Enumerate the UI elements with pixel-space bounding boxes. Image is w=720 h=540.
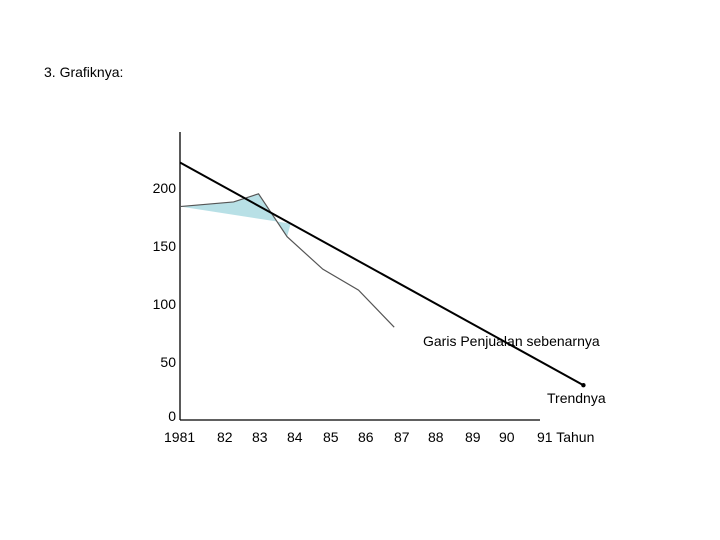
- trend-line: [179, 161, 584, 387]
- y-tick-label: 0: [168, 408, 176, 424]
- trend-line-end-marker: [581, 383, 586, 388]
- y-tick-label: 200: [153, 180, 177, 196]
- x-tick-label: 1981: [164, 429, 195, 445]
- actual-sales-line: [179, 193, 395, 328]
- x-tick-label: 90: [499, 429, 515, 445]
- x-tick-label: 87: [394, 429, 410, 445]
- x-tick-label: 83: [252, 429, 268, 445]
- y-tick-label: 50: [160, 354, 176, 370]
- x-tick-label: 89: [465, 429, 481, 445]
- page-heading: 3. Grafiknya:: [44, 64, 124, 80]
- x-tick-label: 86: [358, 429, 374, 445]
- x-tick-label: 82: [217, 429, 233, 445]
- x-tick-label: 88: [428, 429, 444, 445]
- x-tick-label: 85: [323, 429, 339, 445]
- y-tick-label: 150: [153, 238, 177, 254]
- y-tick-label: 100: [153, 296, 177, 312]
- x-tick-label: 84: [287, 429, 303, 445]
- x-tick-label: 91 Tahun: [537, 429, 594, 445]
- trend-line-label: Trendnya: [547, 390, 606, 406]
- actual-line-label: Garis Penjualan sebenarnya: [423, 333, 600, 349]
